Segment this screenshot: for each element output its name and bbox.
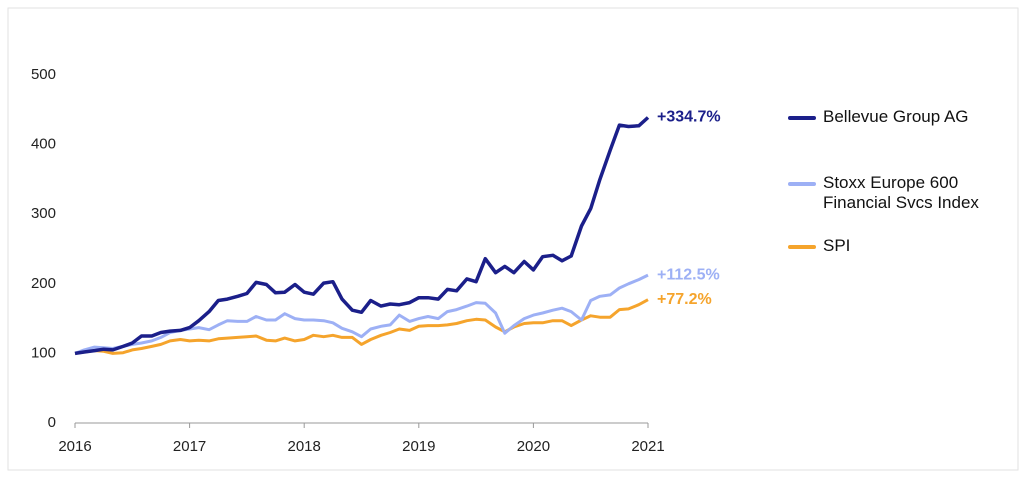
legend-item: Bellevue Group AG: [788, 107, 1018, 127]
y-tick-label: 400: [31, 136, 56, 153]
legend-swatch: [788, 116, 816, 120]
legend-label: SPI: [823, 236, 851, 255]
end-label: +112.5%: [657, 266, 720, 283]
series-line: [74, 116, 650, 356]
x-tick-label: 2018: [288, 438, 321, 455]
x-tick-label: 2017: [173, 438, 206, 455]
legend-label: Stoxx Europe 600 Financial Svcs Index: [823, 173, 979, 212]
series-line: [74, 273, 649, 355]
y-tick-label: 300: [31, 205, 56, 222]
legend-swatch: [788, 245, 816, 249]
x-tick-label: 2019: [402, 438, 435, 455]
y-tick-label: 0: [48, 414, 56, 431]
series-line: [74, 298, 649, 355]
y-tick-label: 500: [31, 66, 56, 83]
x-tick-label: 2021: [631, 438, 664, 455]
frame: [7, 7, 1019, 471]
x-tick-label: 2016: [58, 438, 91, 455]
legend-swatch: [788, 182, 816, 186]
legend-label: Bellevue Group AG: [823, 107, 969, 126]
end-label: +334.7%: [657, 109, 721, 126]
legend-item: Stoxx Europe 600 Financial Svcs Index: [788, 173, 1018, 213]
end-label: +77.2%: [657, 291, 712, 308]
y-tick-label: 200: [31, 275, 56, 292]
x-tick-label: 2020: [517, 438, 550, 455]
legend-item: SPI: [788, 236, 1018, 256]
y-tick-label: 100: [31, 344, 56, 361]
